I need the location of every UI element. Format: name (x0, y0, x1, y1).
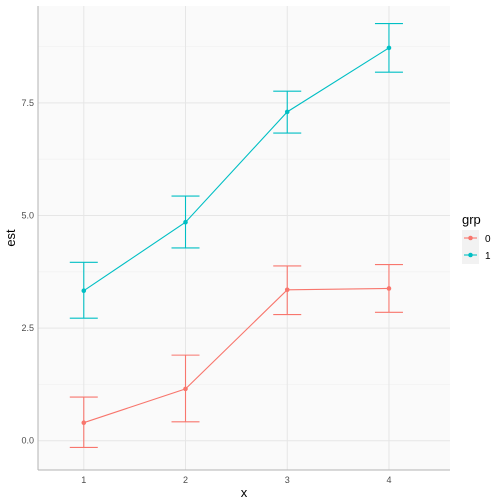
series-points (81, 45, 392, 425)
point-series-0 (386, 286, 392, 291)
line-series-0 (83, 287, 389, 424)
legend: grp 0 1 (462, 212, 491, 264)
point-series-1 (386, 45, 392, 51)
x-tick-label: 2 (183, 475, 188, 485)
point-series-1 (183, 219, 188, 225)
y-tick-label: 7.5 (21, 98, 34, 108)
legend-key-point-series-1 (468, 252, 473, 258)
legend-title: grp (462, 212, 481, 227)
y-tick-labels: 0.0 2.5 5.0 7.5 (21, 98, 34, 446)
point-series-1 (284, 109, 290, 115)
x-tick-label: 1 (81, 475, 86, 485)
y-tick-label: 2.5 (21, 323, 34, 333)
line-series-1 (83, 47, 390, 292)
series-lines (83, 47, 390, 424)
x-tick-labels: 1 2 3 4 (81, 475, 391, 485)
point-series-0 (284, 287, 290, 293)
y-axis-title: est (3, 229, 18, 247)
y-tick-label: 5.0 (21, 210, 34, 220)
point-series-0 (81, 420, 87, 425)
y-tick-label: 0.0 (21, 436, 34, 446)
panel-background (38, 6, 450, 470)
x-axis-title: x (241, 485, 248, 500)
legend-key-point-series-0 (468, 235, 473, 241)
point-series-1 (81, 288, 87, 294)
legend-label-series-1: 1 (485, 251, 491, 262)
gridlines (37, 6, 450, 471)
x-tick-label: 4 (386, 475, 391, 485)
x-tick-label: 3 (285, 475, 290, 485)
point-series-0 (183, 386, 188, 392)
legend-label-series-0: 0 (485, 234, 491, 245)
